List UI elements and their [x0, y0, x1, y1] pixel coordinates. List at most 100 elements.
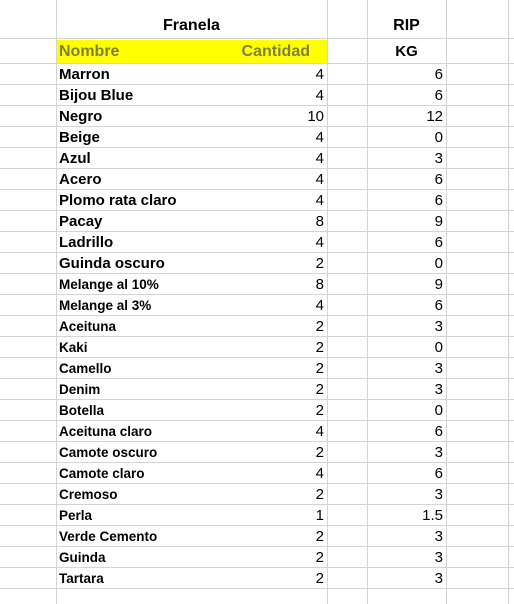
cell-kg[interactable]: 3 — [434, 360, 443, 377]
cell-cantidad[interactable]: 4 — [315, 129, 324, 146]
row-divider — [0, 546, 514, 547]
cell-cantidad[interactable]: 2 — [315, 549, 324, 566]
cell-kg[interactable]: 12 — [426, 108, 443, 125]
cell-kg[interactable]: 3 — [434, 570, 443, 587]
cell-nombre[interactable]: Denim — [59, 382, 101, 397]
cell-cantidad[interactable]: 2 — [315, 255, 324, 272]
row-divider — [0, 462, 514, 463]
cell-kg[interactable]: 6 — [434, 423, 443, 440]
cell-kg[interactable]: 6 — [434, 171, 443, 188]
cell-nombre[interactable]: Kaki — [59, 340, 88, 355]
header-nombre[interactable]: Nombre — [59, 43, 120, 60]
header-kg[interactable]: KG — [395, 43, 418, 60]
cell-kg[interactable]: 6 — [434, 234, 443, 251]
row-divider — [0, 441, 514, 442]
cell-cantidad[interactable]: 1 — [315, 507, 324, 524]
cell-kg[interactable]: 1.5 — [422, 507, 443, 524]
cell-nombre[interactable]: Botella — [59, 403, 105, 418]
header-cantidad[interactable]: Cantidad — [241, 43, 310, 60]
column-divider — [327, 0, 328, 604]
cell-nombre[interactable]: Perla — [59, 508, 93, 523]
cell-kg[interactable]: 3 — [434, 528, 443, 545]
row-divider — [0, 567, 514, 568]
row-divider — [0, 252, 514, 253]
cell-cantidad[interactable]: 4 — [315, 87, 324, 104]
column-divider — [508, 0, 509, 604]
cell-cantidad[interactable]: 4 — [315, 192, 324, 209]
cell-kg[interactable]: 6 — [434, 465, 443, 482]
cell-nombre[interactable]: Cremoso — [59, 487, 118, 502]
cell-kg[interactable]: 3 — [434, 549, 443, 566]
cell-nombre[interactable]: Guinda oscuro — [59, 255, 165, 272]
cell-kg[interactable]: 3 — [434, 318, 443, 335]
cell-nombre[interactable]: Verde Cemento — [59, 529, 158, 544]
cell-kg[interactable]: 9 — [434, 276, 443, 293]
cell-kg[interactable]: 3 — [434, 381, 443, 398]
cell-kg[interactable]: 0 — [434, 339, 443, 356]
cell-cantidad[interactable]: 4 — [315, 171, 324, 188]
row-divider — [0, 105, 514, 106]
cell-kg[interactable]: 3 — [434, 486, 443, 503]
cell-nombre[interactable]: Camote claro — [59, 466, 145, 481]
cell-nombre[interactable]: Beige — [59, 129, 100, 146]
cell-cantidad[interactable]: 4 — [315, 66, 324, 83]
cell-cantidad[interactable]: 2 — [315, 339, 324, 356]
row-divider — [0, 336, 514, 337]
cell-kg[interactable]: 6 — [434, 192, 443, 209]
cell-cantidad[interactable]: 2 — [315, 360, 324, 377]
cell-nombre[interactable]: Camote oscuro — [59, 445, 158, 460]
cell-nombre[interactable]: Marron — [59, 66, 110, 83]
cell-nombre[interactable]: Melange al 10% — [59, 277, 159, 292]
cell-kg[interactable]: 0 — [434, 129, 443, 146]
row-divider — [0, 294, 514, 295]
cell-kg[interactable]: 0 — [434, 402, 443, 419]
cell-nombre[interactable]: Aceituna — [59, 319, 117, 334]
cell-cantidad[interactable]: 2 — [315, 318, 324, 335]
cell-kg[interactable]: 3 — [434, 444, 443, 461]
header-highlight — [57, 40, 327, 63]
rip-label[interactable]: RIP — [393, 17, 420, 34]
cell-cantidad[interactable]: 8 — [315, 276, 324, 293]
cell-nombre[interactable]: Melange al 3% — [59, 298, 152, 313]
column-divider — [367, 0, 368, 604]
cell-cantidad[interactable]: 2 — [315, 570, 324, 587]
cell-cantidad[interactable]: 2 — [315, 444, 324, 461]
row-divider — [0, 273, 514, 274]
cell-kg[interactable]: 6 — [434, 297, 443, 314]
cell-nombre[interactable]: Plomo rata claro — [59, 192, 177, 209]
cell-nombre[interactable]: Pacay — [59, 213, 103, 230]
cell-cantidad[interactable]: 4 — [315, 297, 324, 314]
cell-kg[interactable]: 0 — [434, 255, 443, 272]
cell-nombre[interactable]: Guinda — [59, 550, 106, 565]
cell-nombre[interactable]: Aceituna claro — [59, 424, 153, 439]
cell-kg[interactable]: 6 — [434, 66, 443, 83]
cell-nombre[interactable]: Azul — [59, 150, 91, 167]
cell-cantidad[interactable]: 4 — [315, 234, 324, 251]
row-divider — [0, 210, 514, 211]
cell-cantidad[interactable]: 2 — [315, 486, 324, 503]
sheet-title[interactable]: Franela — [163, 17, 220, 34]
cell-cantidad[interactable]: 8 — [315, 213, 324, 230]
cell-cantidad[interactable]: 4 — [315, 423, 324, 440]
cell-nombre[interactable]: Negro — [59, 108, 103, 125]
row-divider — [0, 378, 514, 379]
row-divider — [0, 231, 514, 232]
cell-nombre[interactable]: Ladrillo — [59, 234, 114, 251]
cell-cantidad[interactable]: 10 — [307, 108, 324, 125]
cell-cantidad[interactable]: 2 — [315, 381, 324, 398]
cell-cantidad[interactable]: 4 — [315, 150, 324, 167]
cell-kg[interactable]: 3 — [434, 150, 443, 167]
cell-nombre[interactable]: Bijou Blue — [59, 87, 134, 104]
row-divider — [0, 315, 514, 316]
row-divider — [0, 84, 514, 85]
cell-kg[interactable]: 6 — [434, 87, 443, 104]
cell-cantidad[interactable]: 2 — [315, 402, 324, 419]
cell-cantidad[interactable]: 2 — [315, 528, 324, 545]
row-divider — [0, 504, 514, 505]
cell-kg[interactable]: 9 — [434, 213, 443, 230]
cell-cantidad[interactable]: 4 — [315, 465, 324, 482]
cell-nombre[interactable]: Camello — [59, 361, 112, 376]
cell-nombre[interactable]: Tartara — [59, 571, 104, 586]
cell-nombre[interactable]: Acero — [59, 171, 102, 188]
